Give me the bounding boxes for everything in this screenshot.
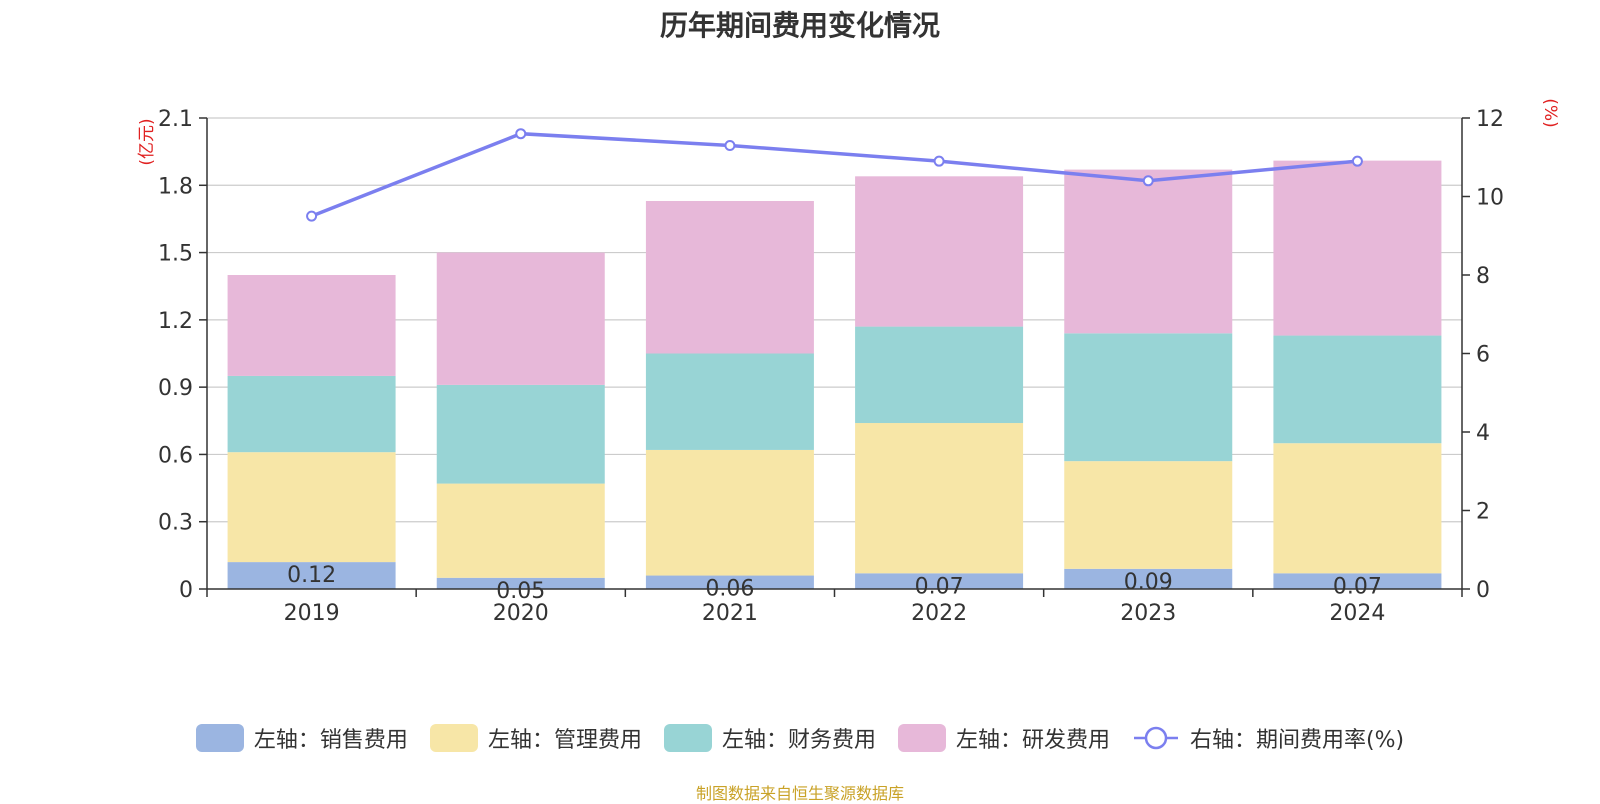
right-axis-tick-label: 2 <box>1476 500 1490 525</box>
legend-swatch <box>897 724 946 752</box>
legend-label: 左轴：研发费用 <box>955 728 1110 753</box>
bar-segment <box>436 384 605 484</box>
bar-segment <box>227 562 396 589</box>
rate-line-point <box>933 155 945 167</box>
bar-segment <box>855 326 1024 424</box>
x-axis-category-label: 2023 <box>1120 601 1176 626</box>
bar-segment <box>227 275 396 376</box>
rate-line-point <box>724 139 736 151</box>
left-axis-tick-label: 1.5 <box>158 242 193 267</box>
right-axis-tick-label: 6 <box>1476 343 1490 368</box>
left-axis-tick-label: 0.6 <box>158 443 193 468</box>
bar-segment <box>1064 461 1233 569</box>
bar-segment <box>645 449 814 576</box>
right-axis-tick-label: 4 <box>1476 421 1490 446</box>
x-axis-category-label: 2024 <box>1329 601 1385 626</box>
bar-segment <box>227 375 396 453</box>
rate-line <box>306 128 1363 222</box>
x-axis-category-label: 2022 <box>911 601 967 626</box>
bar-segment <box>645 353 814 450</box>
right-axis-tick-label: 0 <box>1476 578 1490 603</box>
bar-data-label: 0.07 <box>1333 574 1382 599</box>
bars <box>227 160 1442 589</box>
bar-segment <box>1273 335 1442 444</box>
rate-line-path <box>310 131 1358 218</box>
rate-line-point <box>1142 175 1154 187</box>
bar-data-label: 0.06 <box>705 577 754 602</box>
x-axis-category-label: 2021 <box>702 601 758 626</box>
bar-segment <box>436 577 605 589</box>
x-axis-category-label: 2020 <box>493 601 549 626</box>
rate-line-point <box>306 210 318 222</box>
source-note: 制图数据来自恒生聚源数据库 <box>695 784 904 803</box>
bar-data-label: 0.09 <box>1124 570 1173 595</box>
bar-segment <box>436 252 605 385</box>
right-axis-tick-label: 8 <box>1476 264 1490 289</box>
legend-item[interactable]: 左轴：管理费用 <box>429 722 642 754</box>
bar-data-label: 0.07 <box>915 574 964 599</box>
data-labels: 0.12 0.05 0.06 0.07 0.09 0.07 <box>287 563 1382 604</box>
legend-label: 右轴：期间费用率(%) <box>1189 728 1405 753</box>
legend: 左轴：销售费用 左轴：管理费用 左轴：财务费用 左轴：研发费用 右轴：期间费用率(%) <box>0 722 1600 754</box>
legend-swatch <box>195 724 244 752</box>
left-axis-tick-label: 1.8 <box>158 174 193 199</box>
chart-title: 历年期间费用变化情况 <box>659 9 940 42</box>
legend-item[interactable]: 右轴：期间费用率(%) <box>1132 722 1404 754</box>
legend-swatch <box>429 724 478 752</box>
bar-segment <box>1064 169 1233 334</box>
bar-data-label: 0.12 <box>287 563 336 588</box>
bar-segment <box>645 575 814 589</box>
legend-line-icon <box>1133 726 1178 750</box>
gridlines <box>207 117 1462 523</box>
bar-segment <box>855 176 1024 327</box>
legend-label: 左轴：销售费用 <box>253 728 408 753</box>
right-axis-tick-label: 10 <box>1476 186 1504 211</box>
legend-swatch <box>663 724 712 752</box>
bar-segment <box>1064 333 1233 462</box>
left-axis-tick-label: 1.2 <box>158 309 193 334</box>
right-axis-unit: (%) <box>1540 98 1560 127</box>
rate-line-point <box>1351 155 1363 167</box>
left-axis-tick-label: 0.9 <box>158 376 193 401</box>
bar-segment <box>227 452 396 563</box>
bar-segment <box>1064 568 1233 589</box>
left-axis-tick-label: 0.3 <box>158 511 193 536</box>
right-axis-tick-label: 12 <box>1476 107 1504 132</box>
left-axis-tick-label: 2.1 <box>158 107 193 132</box>
bar-segment <box>855 573 1024 589</box>
left-axis-tick-label: 0 <box>179 578 193 603</box>
legend-item[interactable]: 左轴：销售费用 <box>195 722 408 754</box>
left-axis-unit: (亿元) <box>137 118 157 165</box>
legend-label: 左轴：财务费用 <box>721 728 876 753</box>
bar-segment <box>1273 443 1442 574</box>
bar-segment <box>436 483 605 578</box>
bar-segment <box>1273 573 1442 589</box>
bar-segment <box>1273 160 1442 336</box>
axes: 0 0.3 0.6 0.9 1.2 1.5 1.8 2.1 0 2 4 6 8 10 12 (亿元) (%) 20… <box>137 98 1560 626</box>
legend-item[interactable]: 左轴：财务费用 <box>663 722 876 754</box>
bar-segment <box>645 200 814 354</box>
bar-segment <box>855 423 1024 574</box>
legend-item[interactable]: 左轴：研发费用 <box>897 722 1110 754</box>
legend-label: 左轴：管理费用 <box>487 728 642 753</box>
rate-line-point <box>515 128 527 140</box>
bar-data-label: 0.05 <box>496 579 545 604</box>
x-axis-category-label: 2019 <box>284 601 340 626</box>
